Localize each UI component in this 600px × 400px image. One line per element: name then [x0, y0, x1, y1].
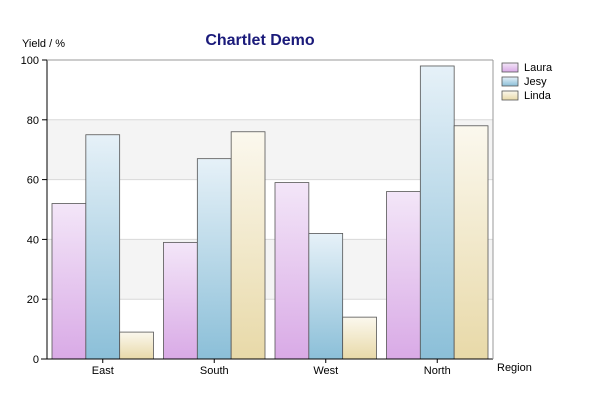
plot-band — [47, 119, 493, 180]
bar-laura-east — [51, 203, 87, 360]
x-axis-label: Region — [497, 362, 532, 374]
y-tick-label: 0 — [33, 354, 39, 366]
chart-title: Chartlet Demo — [205, 32, 315, 49]
plot-band — [47, 60, 493, 120]
x-axis-ticks: East South West North — [92, 359, 451, 377]
y-axis-label: Yield / % — [22, 38, 65, 50]
bar-jesy-north — [419, 65, 455, 360]
bar-linda-east — [119, 331, 154, 360]
legend[interactable]: Laura Jesy Linda — [501, 62, 553, 102]
bar-linda-north — [453, 125, 489, 360]
bar-laura-west — [274, 182, 310, 360]
y-tick-label: 60 — [27, 175, 39, 187]
bar-laura-north — [386, 191, 421, 360]
axes — [41, 59, 494, 360]
legend-label-jesy[interactable]: Jesy — [524, 76, 547, 88]
bar-linda-west — [342, 316, 377, 360]
legend-swatch-linda — [501, 90, 519, 101]
y-axis-ticks: 0 20 40 60 80 100 — [21, 55, 47, 366]
bar-jesy-south — [196, 158, 232, 360]
y-tick-label: 20 — [27, 294, 39, 306]
bar-laura-south — [163, 241, 198, 360]
legend-label-linda[interactable]: Linda — [524, 90, 552, 102]
y-tick-label: 100 — [21, 55, 39, 67]
x-tick-label: North — [424, 365, 451, 377]
legend-label-laura[interactable]: Laura — [524, 62, 553, 74]
y-tick-label: 80 — [27, 115, 39, 127]
bar-jesy-west — [308, 233, 344, 360]
legend-swatch-laura — [501, 62, 519, 73]
legend-swatch-jesy — [501, 76, 519, 87]
bar-jesy-east — [85, 134, 121, 360]
x-tick-label: East — [92, 365, 114, 377]
x-tick-label: South — [200, 365, 229, 377]
bars — [51, 65, 489, 360]
bar-linda-south — [230, 131, 266, 360]
x-tick-label: West — [313, 365, 338, 377]
y-tick-label: 40 — [27, 234, 39, 246]
